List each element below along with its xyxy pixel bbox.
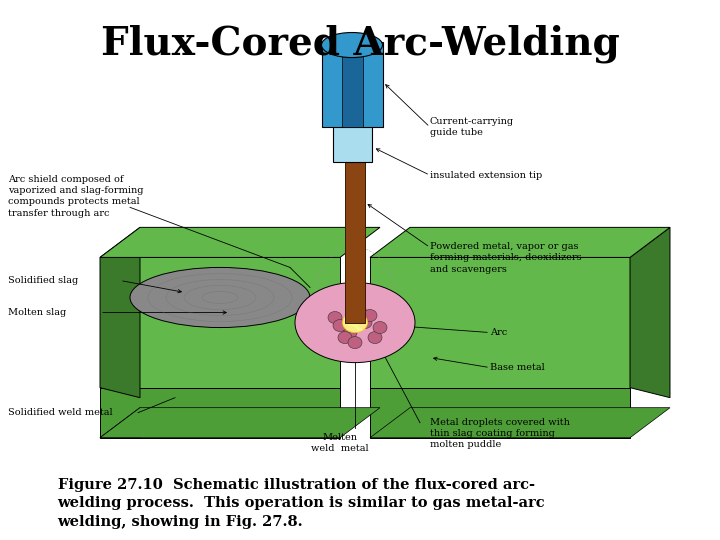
Text: Arc shield composed of
vaporized and slag-forming
compounds protects metal
trans: Arc shield composed of vaporized and sla… bbox=[8, 176, 143, 218]
Ellipse shape bbox=[363, 309, 377, 321]
Ellipse shape bbox=[338, 332, 352, 343]
Polygon shape bbox=[342, 42, 363, 127]
Polygon shape bbox=[100, 227, 140, 397]
Polygon shape bbox=[333, 122, 372, 162]
Text: Molten slag: Molten slag bbox=[8, 308, 66, 317]
Polygon shape bbox=[100, 408, 140, 438]
Text: Figure 27.10  Schematic illustration of the flux-cored arc-
welding process.  Th: Figure 27.10 Schematic illustration of t… bbox=[58, 478, 545, 529]
Ellipse shape bbox=[322, 32, 382, 58]
Polygon shape bbox=[370, 388, 630, 438]
Text: Flux-Cored Arc-Welding: Flux-Cored Arc-Welding bbox=[101, 24, 619, 63]
Ellipse shape bbox=[295, 282, 415, 362]
Ellipse shape bbox=[368, 332, 382, 343]
Ellipse shape bbox=[353, 307, 367, 319]
Polygon shape bbox=[370, 258, 630, 388]
Ellipse shape bbox=[343, 313, 367, 333]
Ellipse shape bbox=[358, 316, 372, 328]
Text: Solidified slag: Solidified slag bbox=[8, 276, 78, 285]
Ellipse shape bbox=[328, 312, 342, 323]
Text: Base metal: Base metal bbox=[490, 363, 545, 372]
Ellipse shape bbox=[373, 321, 387, 334]
Ellipse shape bbox=[343, 327, 357, 339]
Polygon shape bbox=[322, 42, 383, 127]
Text: Powdered metal, vapor or gas
forming materials, deoxidizers
and scavengers: Powdered metal, vapor or gas forming mat… bbox=[430, 242, 582, 274]
Text: Current-carrying
guide tube: Current-carrying guide tube bbox=[430, 117, 514, 137]
Polygon shape bbox=[100, 408, 380, 438]
Text: Metal droplets covered with
thin slag coating forming
molten puddle: Metal droplets covered with thin slag co… bbox=[430, 418, 570, 449]
Polygon shape bbox=[345, 157, 365, 322]
Ellipse shape bbox=[130, 267, 310, 328]
Polygon shape bbox=[100, 227, 380, 258]
Text: Arc: Arc bbox=[490, 328, 508, 337]
Text: insulated extension tip: insulated extension tip bbox=[430, 171, 542, 180]
Polygon shape bbox=[370, 227, 670, 258]
Text: Molten
weld  metal: Molten weld metal bbox=[311, 433, 369, 453]
Polygon shape bbox=[630, 227, 670, 397]
Polygon shape bbox=[100, 258, 340, 388]
Text: Solidified weld metal: Solidified weld metal bbox=[8, 408, 112, 417]
Ellipse shape bbox=[333, 320, 347, 332]
Polygon shape bbox=[100, 388, 340, 438]
Polygon shape bbox=[370, 408, 670, 438]
Ellipse shape bbox=[348, 336, 362, 349]
